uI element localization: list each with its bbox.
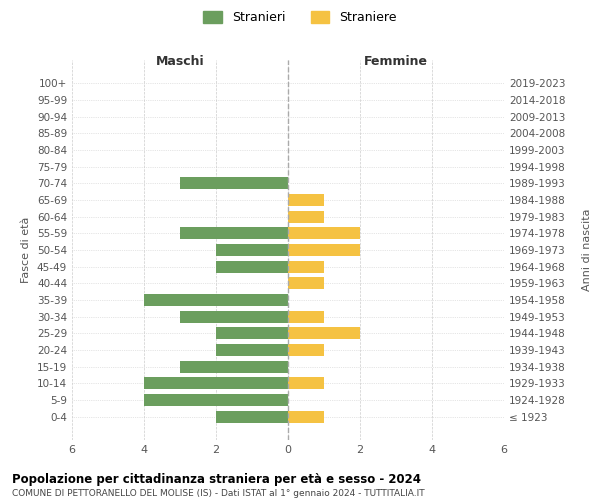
Bar — [288, 210, 324, 222]
Bar — [180, 310, 288, 322]
Text: Popolazione per cittadinanza straniera per età e sesso - 2024: Popolazione per cittadinanza straniera p… — [12, 472, 421, 486]
Bar — [216, 410, 288, 422]
Bar — [288, 378, 324, 390]
Text: COMUNE DI PETTORANELLO DEL MOLISE (IS) - Dati ISTAT al 1° gennaio 2024 - TUTTITA: COMUNE DI PETTORANELLO DEL MOLISE (IS) -… — [12, 489, 425, 498]
Y-axis label: Fasce di età: Fasce di età — [22, 217, 31, 283]
Bar — [288, 278, 324, 289]
Bar — [288, 260, 324, 272]
Bar — [144, 394, 288, 406]
Bar — [288, 194, 324, 206]
Bar — [216, 328, 288, 340]
Text: Maschi: Maschi — [155, 56, 205, 68]
Bar — [288, 410, 324, 422]
Y-axis label: Anni di nascita: Anni di nascita — [582, 209, 592, 291]
Bar — [144, 378, 288, 390]
Bar — [180, 178, 288, 190]
Legend: Stranieri, Straniere: Stranieri, Straniere — [198, 6, 402, 29]
Text: Femmine: Femmine — [364, 56, 428, 68]
Bar — [180, 228, 288, 239]
Bar — [288, 244, 360, 256]
Bar — [288, 228, 360, 239]
Bar — [288, 344, 324, 356]
Bar — [180, 360, 288, 372]
Bar — [216, 260, 288, 272]
Bar — [288, 310, 324, 322]
Bar — [144, 294, 288, 306]
Bar — [288, 328, 360, 340]
Bar — [216, 244, 288, 256]
Bar — [216, 344, 288, 356]
